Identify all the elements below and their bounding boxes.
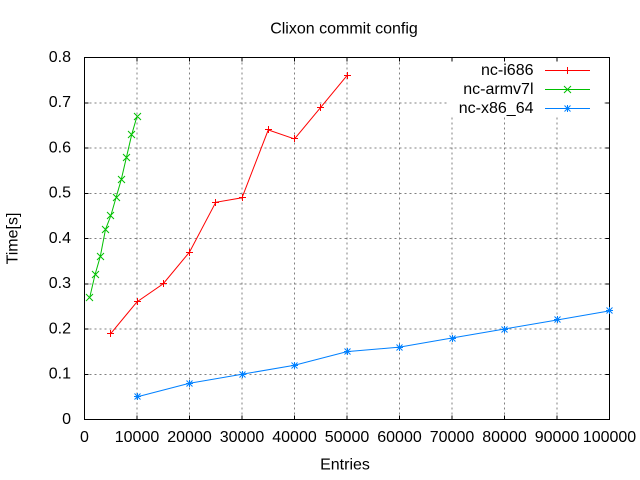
svg-text:nc-armv7l: nc-armv7l: [463, 81, 533, 98]
svg-text:70000: 70000: [430, 429, 475, 446]
svg-text:50000: 50000: [325, 429, 370, 446]
svg-text:0.5: 0.5: [49, 185, 71, 202]
svg-text:90000: 90000: [535, 429, 580, 446]
svg-text:10000: 10000: [115, 429, 160, 446]
svg-text:nc-i686: nc-i686: [481, 62, 534, 79]
svg-text:0: 0: [62, 411, 71, 428]
svg-text:0.2: 0.2: [49, 320, 71, 337]
svg-text:0.1: 0.1: [49, 366, 71, 383]
svg-text:0: 0: [80, 429, 89, 446]
svg-text:0.8: 0.8: [49, 49, 71, 66]
svg-text:Time[s]: Time[s]: [5, 213, 22, 265]
svg-text:30000: 30000: [220, 429, 265, 446]
svg-text:Entries: Entries: [320, 457, 370, 474]
svg-text:0.7: 0.7: [49, 94, 71, 111]
svg-text:0.6: 0.6: [49, 139, 71, 156]
svg-text:0.4: 0.4: [49, 230, 71, 247]
svg-text:40000: 40000: [272, 429, 317, 446]
svg-text:20000: 20000: [167, 429, 212, 446]
svg-text:80000: 80000: [482, 429, 527, 446]
svg-text:0.3: 0.3: [49, 275, 71, 292]
svg-text:100000: 100000: [583, 429, 636, 446]
svg-text:Clixon commit config: Clixon commit config: [270, 21, 418, 38]
svg-text:nc-x86_64: nc-x86_64: [459, 100, 534, 117]
svg-text:60000: 60000: [377, 429, 422, 446]
